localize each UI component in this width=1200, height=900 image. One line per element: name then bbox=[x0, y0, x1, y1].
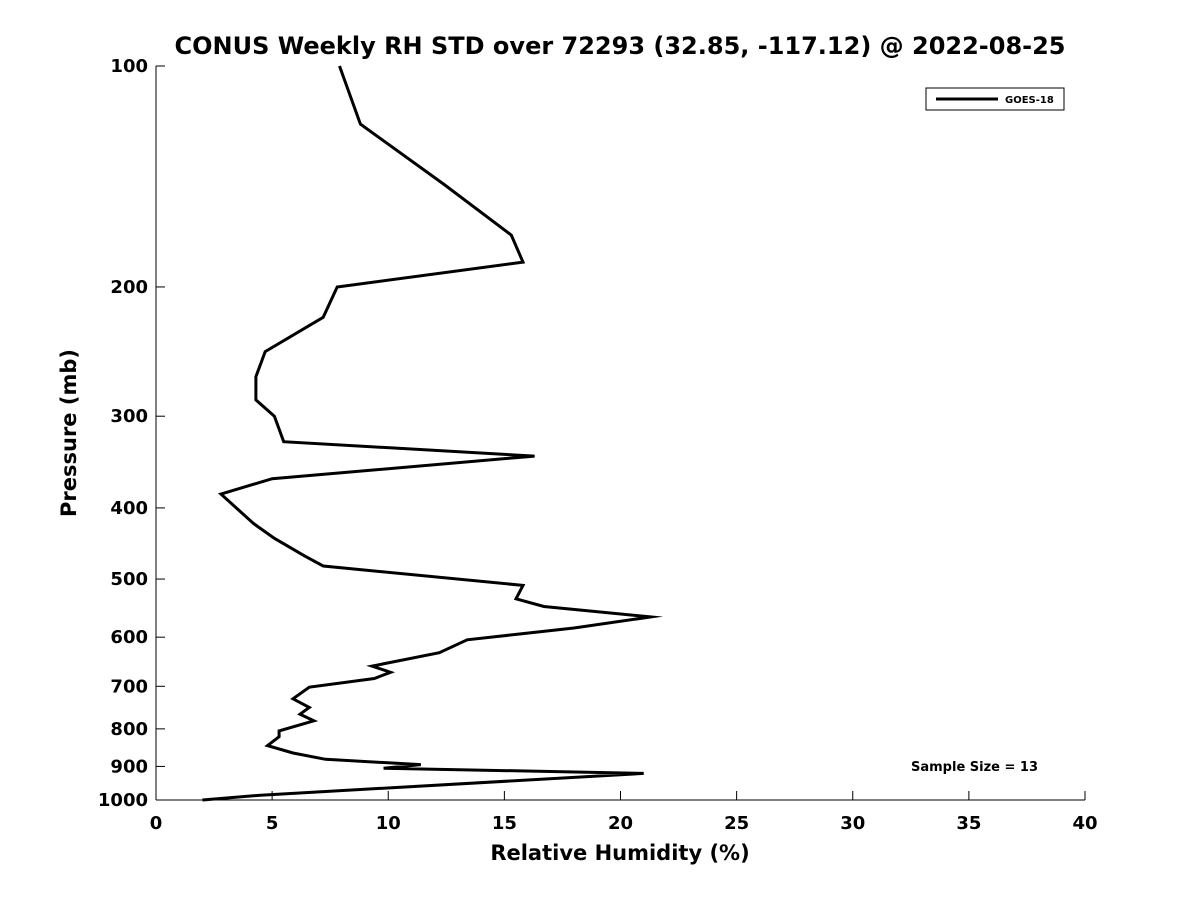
y-tick-label: 800 bbox=[110, 719, 148, 740]
series-layer bbox=[202, 65, 664, 802]
sample-size-annotation: Sample Size = 13 bbox=[911, 760, 1038, 775]
legend: GOES-18 bbox=[925, 87, 1065, 111]
y-tick-label: 1000 bbox=[98, 790, 148, 811]
x-tick-label: 40 bbox=[1072, 813, 1097, 834]
legend-label: GOES-18 bbox=[1005, 95, 1054, 106]
y-tick-label: 400 bbox=[110, 498, 148, 519]
y-tick-label: 500 bbox=[110, 569, 148, 590]
y-tick-label: 300 bbox=[110, 406, 148, 427]
x-tick-label: 10 bbox=[376, 813, 401, 834]
y-tick-label: 600 bbox=[110, 627, 148, 648]
y-tick-label: 700 bbox=[110, 676, 148, 697]
y-tick-label: 200 bbox=[110, 277, 148, 298]
chart-title: CONUS Weekly RH STD over 72293 (32.85, -… bbox=[174, 32, 1065, 60]
x-tick-label: 30 bbox=[840, 813, 865, 834]
x-tick-label: 25 bbox=[724, 813, 749, 834]
x-tick-label: 0 bbox=[150, 813, 163, 834]
x-tick-label: 35 bbox=[956, 813, 981, 834]
x-tick-label: 5 bbox=[266, 813, 279, 834]
series-line-goes-18 bbox=[202, 65, 664, 802]
y-axis-label: Pressure (mb) bbox=[57, 349, 81, 517]
axes: 0 5 10 15 20 25 30 35 40 100 200 300 400 500 600 700 800… bbox=[98, 56, 1098, 834]
y-tick-label: 100 bbox=[110, 56, 148, 77]
y-tick-label: 900 bbox=[110, 756, 148, 777]
x-tick-label: 20 bbox=[608, 813, 633, 834]
x-tick-label: 15 bbox=[492, 813, 517, 834]
x-axis-label: Relative Humidity (%) bbox=[490, 841, 749, 865]
